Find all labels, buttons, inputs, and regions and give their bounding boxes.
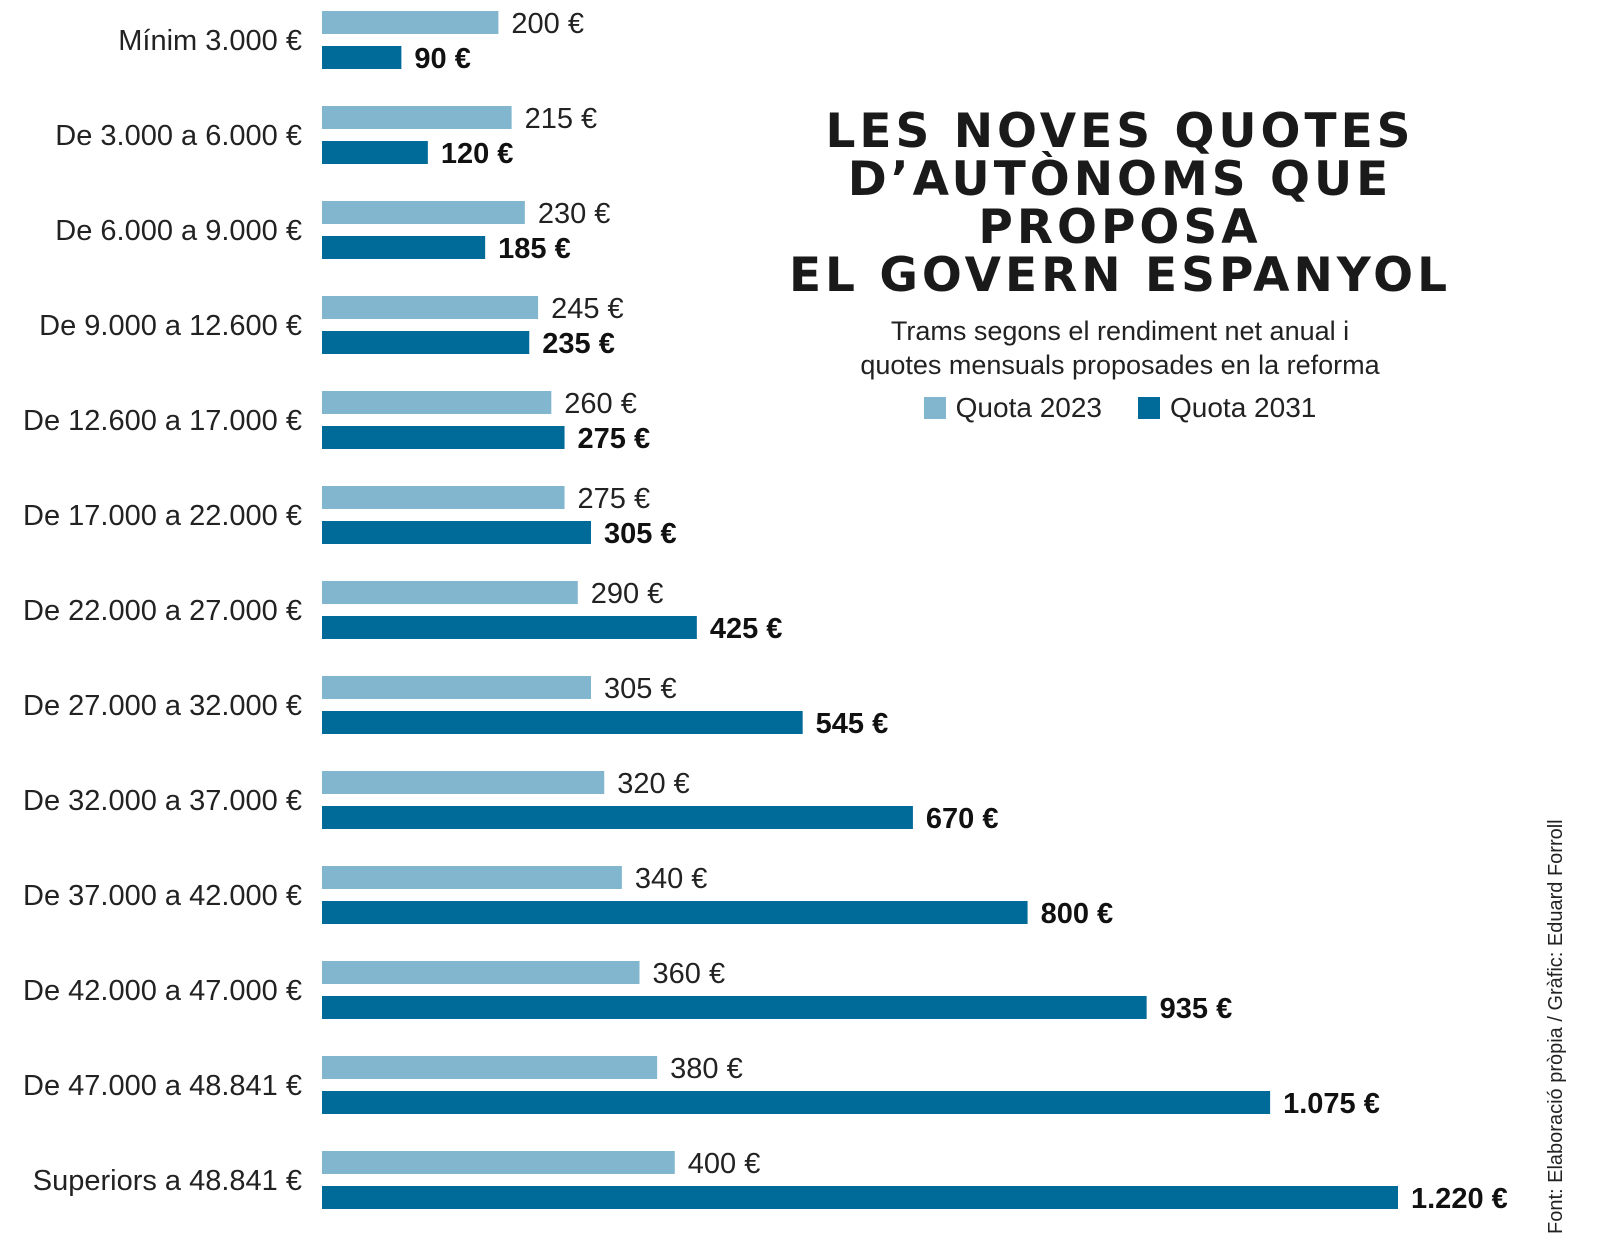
- category-label: De 47.000 a 48.841 €: [23, 1070, 302, 1102]
- bar-quota-2031: [322, 996, 1147, 1019]
- value-label-2023: 215 €: [525, 103, 598, 135]
- value-label-2031: 425 €: [710, 613, 783, 645]
- bar-quota-2023: [322, 771, 605, 794]
- value-label-2031: 235 €: [542, 328, 615, 360]
- category-label: De 17.000 a 22.000 €: [23, 500, 302, 532]
- value-label-2023: 340 €: [635, 863, 708, 895]
- legend-item-2031: Quota 2031: [1138, 392, 1316, 424]
- legend-label-2031: Quota 2031: [1170, 392, 1317, 423]
- legend: Quota 2023 Quota 2031: [740, 392, 1500, 424]
- subtitle-line-2: quotes mensuals proposades en la reforma: [860, 350, 1380, 380]
- value-label-2031: 545 €: [816, 708, 889, 740]
- value-label-2031: 305 €: [604, 518, 677, 550]
- subtitle-line-1: Trams segons el rendiment net anual i: [890, 316, 1350, 346]
- value-label-2031: 185 €: [498, 233, 571, 265]
- bar-quota-2023: [322, 391, 552, 414]
- value-label-2023: 275 €: [578, 483, 651, 515]
- value-label-2031: 1.220 €: [1411, 1183, 1508, 1215]
- bar-quota-2023: [322, 296, 539, 319]
- bar-quota-2031: [322, 236, 486, 259]
- category-labels: Mínim 3.000 € De 3.000 a 6.000 € De 6.000 …: [23, 25, 302, 1197]
- bar-quota-2031: [322, 331, 530, 354]
- bar-quota-2023: [322, 581, 578, 604]
- bar-quota-2023: [322, 961, 640, 984]
- legend-swatch-2023: [923, 397, 946, 419]
- value-label-2023: 290 €: [591, 578, 664, 610]
- value-label-2023: 260 €: [564, 388, 637, 420]
- value-label-2023: 230 €: [538, 198, 611, 230]
- chart-title-line-2: D’AUTÒNOMS QUE PROPOSA: [847, 152, 1393, 255]
- category-label: De 12.600 a 17.000 €: [23, 405, 302, 437]
- value-label-2023: 245 €: [551, 293, 624, 325]
- bar-quota-2031: [322, 1091, 1271, 1114]
- legend-label-2023: Quota 2023: [955, 392, 1102, 423]
- value-label-2031: 800 €: [1041, 898, 1114, 930]
- bar-quota-2023: [322, 486, 565, 509]
- value-label-2023: 305 €: [604, 673, 677, 705]
- category-label: De 6.000 a 9.000 €: [55, 215, 302, 247]
- category-label: De 37.000 a 42.000 €: [23, 880, 302, 912]
- legend-item-2023: Quota 2023: [923, 392, 1102, 424]
- value-label-2023: 360 €: [653, 958, 726, 990]
- category-label: De 42.000 a 47.000 €: [23, 975, 302, 1007]
- value-label-2031: 275 €: [578, 423, 651, 455]
- bar-quota-2031: [322, 1186, 1398, 1209]
- bar-quota-2031: [322, 141, 428, 164]
- value-label-2023: 200 €: [511, 8, 584, 40]
- value-labels: 200 € 90 € 215 € 120 € 230 €185 € 245 €235 € 2…: [414, 8, 1507, 1215]
- bar-quota-2023: [322, 11, 499, 34]
- category-label: De 32.000 a 37.000 €: [23, 785, 302, 817]
- chart-subtitle: Trams segons el rendiment net anual i qu…: [740, 314, 1500, 382]
- bar-quota-2023: [322, 866, 622, 889]
- category-label: De 27.000 a 32.000 €: [23, 690, 302, 722]
- bar-quota-2023: [322, 201, 525, 224]
- value-label-2031: 935 €: [1160, 993, 1233, 1025]
- value-label-2023: 380 €: [670, 1053, 743, 1085]
- bar-quota-2031: [322, 616, 697, 639]
- bar-quota-2031: [322, 426, 565, 449]
- bar-quota-2031: [322, 711, 803, 734]
- bar-quota-2031: [322, 521, 591, 544]
- bars: [322, 11, 1398, 1209]
- category-label: De 22.000 a 27.000 €: [23, 595, 302, 627]
- source-credit: Font: Elaboració pròpia / Gràfic: Eduard…: [1545, 819, 1567, 1234]
- bar-quota-2023: [322, 1151, 675, 1174]
- chart-title-line-1: LES NOVES QUOTES: [825, 104, 1415, 159]
- category-label: Superiors a 48.841 €: [33, 1165, 302, 1197]
- title-block: LES NOVES QUOTES D’AUTÒNOMS QUE PROPOSA …: [740, 108, 1500, 424]
- value-label-2031: 670 €: [926, 803, 999, 835]
- category-label: De 9.000 a 12.600 €: [39, 310, 302, 342]
- bar-quota-2031: [322, 806, 913, 829]
- chart-title-line-3: EL GOVERN ESPANYOL: [788, 248, 1452, 303]
- bar-quota-2023: [322, 676, 591, 699]
- category-label: Mínim 3.000 €: [118, 25, 302, 57]
- value-label-2031: 1.075 €: [1283, 1088, 1380, 1120]
- value-label-2031: 90 €: [414, 43, 470, 75]
- bar-quota-2031: [322, 46, 402, 69]
- bar-quota-2023: [322, 1056, 658, 1079]
- bar-quota-2031: [322, 901, 1028, 924]
- value-label-2023: 400 €: [688, 1148, 761, 1180]
- value-label-2031: 120 €: [441, 138, 514, 170]
- bar-quota-2023: [322, 106, 512, 129]
- category-label: De 3.000 a 6.000 €: [55, 120, 302, 152]
- legend-swatch-2031: [1138, 397, 1160, 419]
- value-label-2023: 320 €: [617, 768, 690, 800]
